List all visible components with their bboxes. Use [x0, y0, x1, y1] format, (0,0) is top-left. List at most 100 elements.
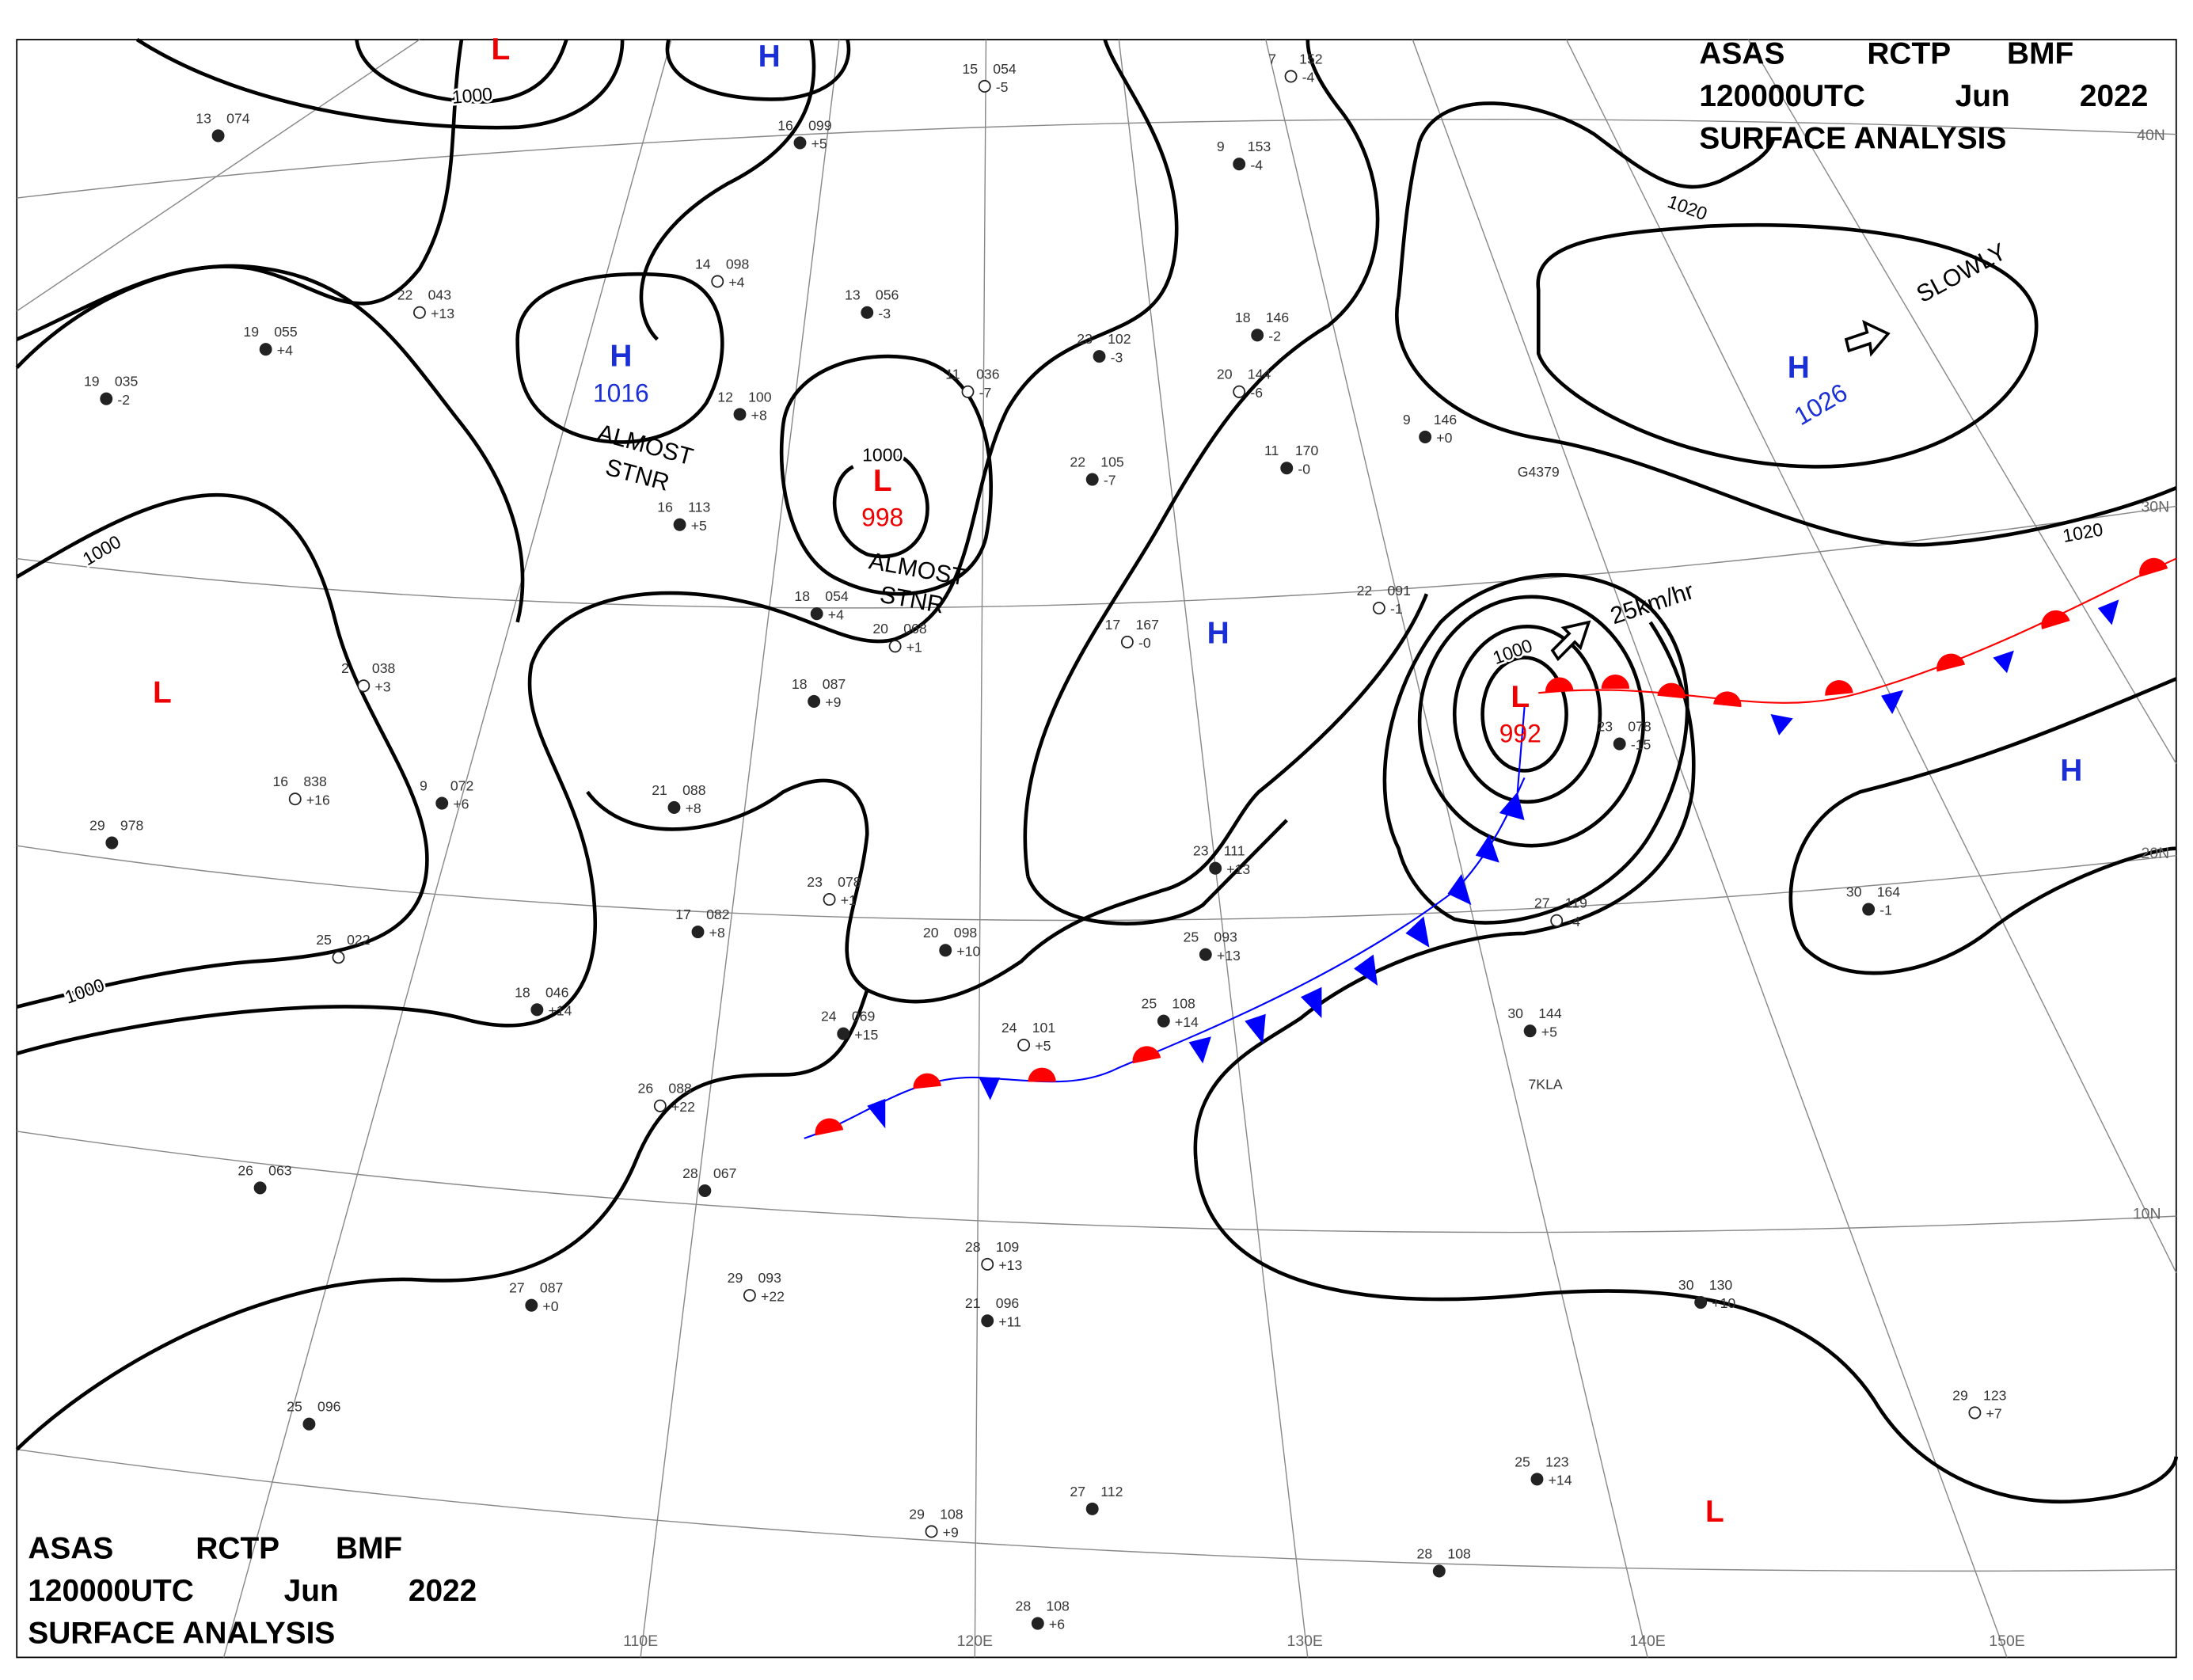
station-tendency: +14 — [549, 1002, 572, 1018]
station-temperature: 20 — [872, 621, 888, 637]
station-tendency: +22 — [671, 1099, 695, 1115]
station-symbol — [1419, 430, 1432, 443]
station-tendency: -4 — [1250, 157, 1263, 173]
station-pressure: 099 — [808, 117, 832, 133]
station-tendency: +5 — [811, 135, 827, 151]
station-temperature: 18 — [1235, 310, 1251, 325]
station-symbol — [302, 1417, 316, 1431]
station-temperature: 27 — [509, 1279, 525, 1295]
station-temperature: 29 — [89, 817, 105, 833]
station-tendency: +22 — [761, 1288, 785, 1304]
station-plot: 29 108 +9 — [909, 1506, 963, 1540]
station-pressure: 055 — [274, 324, 298, 340]
station-temperature: 16 — [657, 500, 673, 515]
station-tendency: -4 — [1568, 914, 1580, 929]
station-pressure: 078 — [1628, 718, 1651, 734]
station-symbol — [1085, 1502, 1099, 1515]
station-symbol — [978, 79, 991, 93]
station-temperature: 22 — [1357, 583, 1373, 599]
station-tendency: -0 — [1298, 461, 1310, 477]
station-temperature: 25 — [1515, 1454, 1530, 1469]
station-tendency: -4 — [1302, 70, 1315, 86]
station-pressure: 170 — [1295, 443, 1319, 458]
station-tendency: +0 — [1436, 430, 1452, 446]
station-temperature: 16 — [272, 773, 288, 789]
station-plot: 14 098 +4 — [695, 256, 749, 290]
station-symbol — [861, 306, 874, 319]
station-temperature: 26 — [638, 1081, 654, 1097]
station-temperature: 18 — [794, 588, 810, 604]
station-pressure: 043 — [428, 287, 452, 303]
station-tendency: +1 — [841, 892, 857, 908]
header-text: BMF — [2007, 36, 2073, 70]
station-pressure: 098 — [954, 925, 978, 941]
station-symbol — [793, 136, 807, 150]
station-plot: 26 063 — [238, 1162, 292, 1195]
station-plot: 22 091 -1 — [1357, 583, 1411, 617]
header-text: SURFACE ANALYSIS — [1699, 121, 2006, 155]
station-tendency: -2 — [117, 392, 130, 408]
station-tendency: -6 — [1250, 385, 1263, 401]
station-temperature: 14 — [695, 256, 711, 272]
station-temperature: 7 — [1268, 51, 1276, 67]
station-temperature: 25 — [1142, 995, 1157, 1011]
header-text: ASAS — [28, 1531, 113, 1565]
header-text: SURFACE ANALYSIS — [28, 1616, 335, 1650]
header-text: ASAS — [1699, 36, 1784, 70]
station-temperature: 30 — [1678, 1277, 1694, 1293]
station-plot: 28 108 — [1417, 1545, 1471, 1578]
station-tendency: -15 — [1631, 737, 1651, 753]
station-pressure: 167 — [1135, 617, 1158, 633]
station-plot: 18 146 -2 — [1235, 310, 1289, 344]
station-temperature: 13 — [196, 110, 211, 126]
station-pressure: 072 — [450, 777, 473, 793]
station-tendency: +10 — [1712, 1295, 1735, 1311]
header-text: Jun — [284, 1574, 339, 1608]
station-temperature: 23 — [1193, 843, 1209, 859]
station-symbol — [961, 385, 975, 398]
pressure-center-value: 992 — [1499, 720, 1541, 748]
station-pressure: 153 — [1248, 139, 1271, 154]
station-plot: 17 167 -0 — [1105, 617, 1159, 651]
station-symbol — [1093, 350, 1106, 363]
station-symbol — [1233, 158, 1246, 171]
header-text: 120000UTC — [28, 1574, 194, 1608]
station-pressure: 101 — [1032, 1020, 1055, 1036]
station-pressure: 146 — [1434, 412, 1458, 428]
station-symbol — [435, 796, 449, 810]
station-plot: 12 100 +8 — [717, 389, 771, 423]
header-text: RCTP — [1867, 36, 1951, 70]
station-temperature: 18 — [515, 984, 530, 1000]
station-pressure: 144 — [1248, 367, 1271, 382]
station-tendency: +8 — [709, 925, 725, 941]
pressure-center-symbol: H — [610, 339, 632, 373]
station-temperature: 19 — [243, 324, 259, 340]
station-symbol — [100, 392, 113, 405]
station-plot: 20 144 -6 — [1217, 367, 1271, 401]
station-temperature: 25 — [316, 932, 332, 948]
station-tendency: +14 — [1549, 1472, 1572, 1488]
station-id: 7KLA — [1528, 1076, 1562, 1092]
station-plot: 22 105 -7 — [1070, 454, 1123, 488]
station-pressure: 087 — [823, 676, 846, 692]
station-tendency: +11 — [998, 1313, 1021, 1329]
station-temperature: 21 — [965, 1295, 981, 1311]
fronts — [804, 319, 2177, 1139]
station-pressure: 152 — [1299, 51, 1322, 67]
latitude-label: 20N — [2141, 845, 2169, 862]
station-tendency: +16 — [306, 792, 330, 808]
station-plot: 30 130 +10 — [1678, 1277, 1735, 1311]
station-pressure: 111 — [1224, 843, 1245, 859]
station-symbol — [1251, 329, 1264, 342]
station-plot: 9 146 +0 — [1403, 412, 1457, 446]
station-pressure: 146 — [1266, 310, 1290, 325]
station-pressure: 108 — [1046, 1598, 1070, 1613]
station-temperature: 26 — [238, 1162, 253, 1178]
station-plot: 23 102 -3 — [1077, 331, 1131, 365]
station-pressure: 046 — [545, 984, 569, 1000]
station-pressure: 022 — [347, 932, 370, 948]
station-symbol — [1862, 903, 1876, 916]
station-pressure: 036 — [976, 367, 1000, 382]
station-symbol — [357, 679, 371, 693]
